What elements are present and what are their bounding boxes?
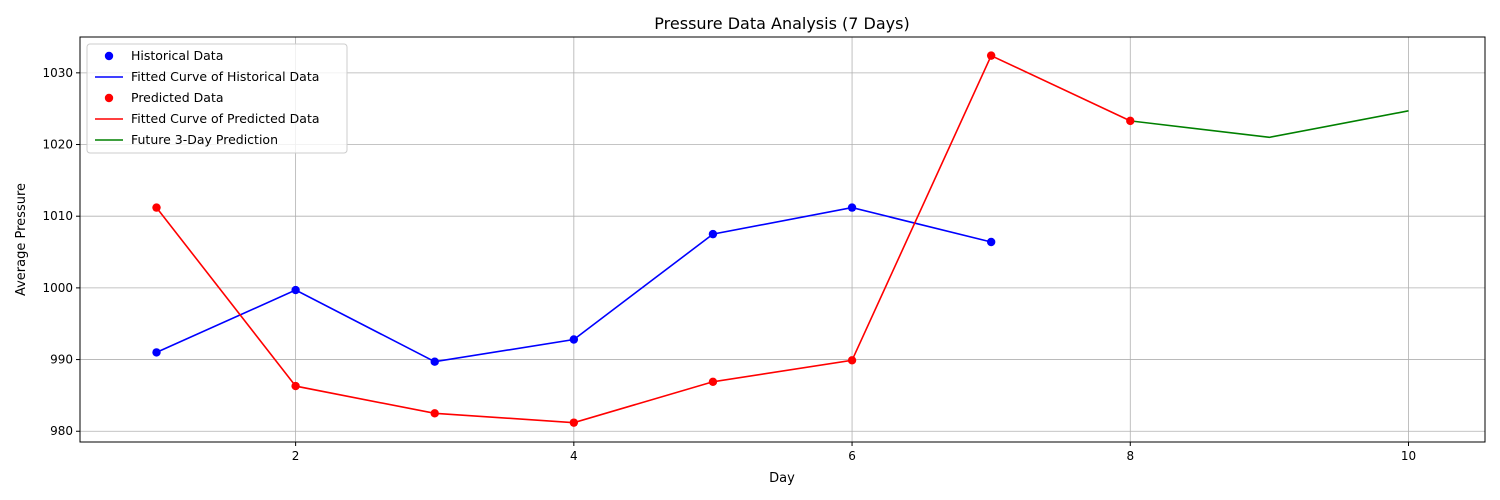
data-point bbox=[1126, 116, 1135, 126]
x-tick-label: 10 bbox=[1401, 449, 1416, 463]
legend-label: Fitted Curve of Predicted Data bbox=[131, 111, 320, 126]
data-point bbox=[569, 335, 579, 344]
data-point bbox=[708, 377, 718, 386]
x-axis-label: Day bbox=[769, 471, 795, 486]
y-tick-label: 990 bbox=[50, 353, 73, 367]
data-point bbox=[152, 203, 161, 212]
data-point bbox=[847, 203, 857, 212]
legend-label: Future 3-Day Prediction bbox=[131, 132, 278, 147]
series-line bbox=[155, 54, 1131, 424]
data-point bbox=[986, 237, 996, 247]
x-tick-label: 8 bbox=[1126, 449, 1134, 463]
legend-label: Fitted Curve of Historical Data bbox=[131, 69, 319, 84]
x-tick-label: 2 bbox=[292, 449, 300, 463]
data-point bbox=[430, 409, 439, 418]
x-tick-label: 6 bbox=[848, 449, 856, 463]
plot-series bbox=[152, 51, 1409, 427]
data-point bbox=[152, 348, 161, 357]
y-tick-label: 1020 bbox=[42, 138, 73, 152]
series-line bbox=[1130, 110, 1409, 139]
legend-label: Historical Data bbox=[131, 48, 223, 63]
data-point bbox=[847, 356, 857, 365]
legend-marker bbox=[104, 51, 114, 61]
data-point bbox=[569, 418, 579, 427]
plot-frame bbox=[79, 36, 1486, 443]
y-tick-label: 1030 bbox=[42, 66, 73, 80]
y-tick-label: 1010 bbox=[42, 209, 73, 223]
legend-box bbox=[86, 43, 348, 154]
y-tick-label: 980 bbox=[50, 424, 73, 438]
data-point bbox=[430, 357, 439, 366]
y-axis-label: Average Pressure bbox=[14, 183, 29, 296]
data-point bbox=[291, 285, 300, 295]
data-point bbox=[986, 51, 996, 60]
legend: Historical Data Fitted Curve of Historica… bbox=[86, 43, 348, 154]
chart-title: Pressure Data Analysis (7 Days) bbox=[654, 14, 909, 33]
x-axis-ticks: 2 4 6 8 10 bbox=[292, 442, 1416, 463]
y-tick-label: 1000 bbox=[42, 281, 73, 295]
data-point bbox=[708, 229, 718, 239]
legend-label: Predicted Data bbox=[131, 90, 224, 105]
y-axis-ticks: 980 990 1000 1010 1020 1030 bbox=[42, 66, 80, 438]
x-tick-label: 4 bbox=[570, 449, 578, 463]
data-point bbox=[291, 381, 300, 391]
legend-marker bbox=[104, 93, 114, 103]
